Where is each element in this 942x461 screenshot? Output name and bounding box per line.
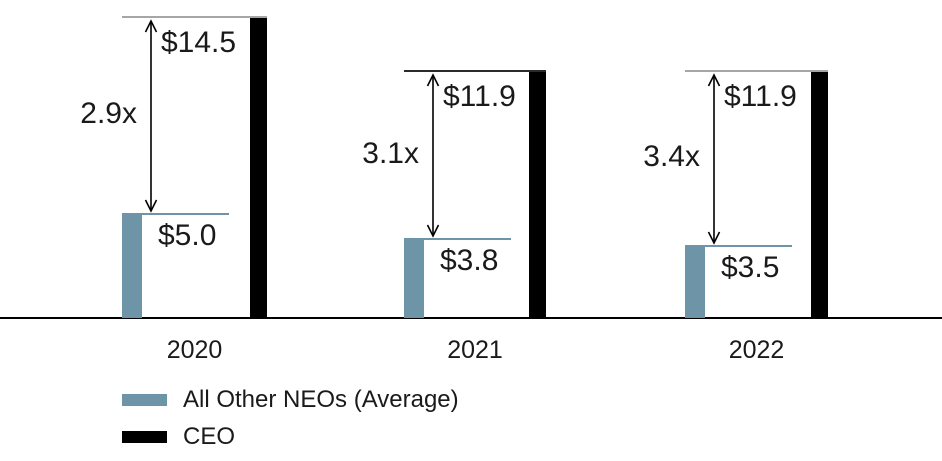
ratio-label: 3.1x <box>362 137 419 170</box>
ratio-arrow-icon <box>144 19 158 213</box>
ceo-value-label: $11.9 <box>724 80 797 113</box>
ceo-level-line <box>122 16 267 18</box>
legend-swatch-neo <box>122 394 167 406</box>
neo-value-label: $3.5 <box>721 251 780 284</box>
neo-level-line <box>404 238 511 240</box>
legend-item-ceo: CEO <box>122 424 459 450</box>
legend-label-ceo: CEO <box>183 423 236 450</box>
x-axis-category-label: 2020 <box>166 336 223 364</box>
year-group-2022: $11.9 $3.5 3.4x 2022 <box>643 0 828 453</box>
bar-ceo-2022 <box>811 72 828 318</box>
ratio-label: 2.9x <box>80 97 137 130</box>
year-group-2020: $14.5 $5.0 2.9x 2020 <box>80 0 267 453</box>
bar-neo-2022 <box>685 246 705 318</box>
ratio-arrow-icon <box>707 73 721 245</box>
legend-item-neo: All Other NEOs (Average) <box>122 387 459 413</box>
ratio-label: 3.4x <box>643 140 700 173</box>
ceo-value-label: $11.9 <box>443 80 516 113</box>
neo-value-label: $3.8 <box>440 244 499 277</box>
x-axis-category-label: 2022 <box>728 336 785 364</box>
x-axis-line <box>0 317 942 319</box>
neo-level-line <box>122 213 229 215</box>
bar-ceo-2021 <box>529 72 546 318</box>
ceo-level-line <box>404 70 546 72</box>
bar-neo-2020 <box>122 214 142 318</box>
bar-neo-2021 <box>404 239 424 318</box>
legend: All Other NEOs (Average) CEO <box>122 387 459 461</box>
bar-ceo-2020 <box>250 18 267 318</box>
neo-level-line <box>685 245 792 247</box>
ceo-value-label: $14.5 <box>161 26 237 59</box>
legend-swatch-ceo <box>122 431 167 443</box>
legend-label-neo: All Other NEOs (Average) <box>183 386 459 413</box>
ceo-level-line <box>685 70 828 72</box>
neo-value-label: $5.0 <box>158 219 217 252</box>
ratio-arrow-icon <box>426 73 440 238</box>
x-axis-category-label: 2021 <box>447 336 503 364</box>
year-group-2021: $11.9 $3.8 3.1x 2021 <box>362 0 546 453</box>
